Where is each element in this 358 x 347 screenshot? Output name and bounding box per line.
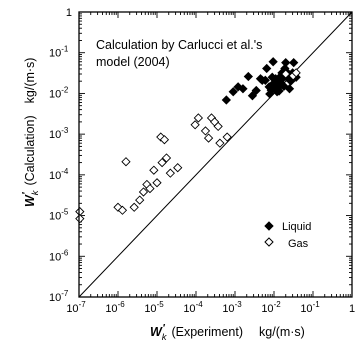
point-gas [157,157,167,168]
x-axis-text: (Experiment) [171,325,243,339]
point-gas [135,195,145,205]
point-liquid [260,75,270,85]
point-liquid [268,57,278,67]
y-tick-label: 10-1 [49,45,69,60]
y-tick-label: 10-2 [49,85,69,100]
x-tick-label: 10-5 [144,300,164,315]
data-points-layer [75,57,301,224]
y-tick-label: 10-7 [49,289,69,304]
plot-area-frame [78,11,353,298]
point-gas [165,168,175,178]
x-axis-label: W′ k (Experiment) kg/(m·s) [150,323,305,343]
point-gas [215,138,225,148]
point-gas [152,178,162,188]
svg-text:W′k(Experiment)kg/(m·s): W′ k (Experiment) kg/(m·s) [150,323,305,343]
point-gas [291,68,301,78]
legend-label-liquid: Liquid [282,221,311,233]
point-liquid [243,71,253,82]
point-liquid [262,63,272,74]
series-liquid [221,57,301,105]
point-liquid [289,58,299,68]
x-tick-label: 10-4 [183,300,203,315]
x-axis-symbol: W [150,325,163,339]
point-gas [75,214,85,224]
x-tick-label: 10-6 [105,300,125,315]
x-tick-label: 10-3 [222,300,242,315]
point-gas [138,187,149,197]
point-gas [161,153,172,163]
point-liquid [251,85,261,96]
x-axis-subscript: k [162,332,168,343]
point-gas [121,157,131,167]
y-axis-label: W′k(Calculation)kg/(m·s) [21,58,41,207]
point-gas [200,126,211,136]
y-axis-subscript: k [30,189,41,195]
point-gas [159,135,170,145]
point-liquid [274,86,284,96]
legend: Liquid Gas [264,221,311,250]
x-tick-label: 10-1 [300,300,320,315]
annotation-line-1: Calculation by Carlucci et al.'s [96,38,262,52]
x-tick-label: 10-2 [261,300,281,315]
x-axis-unit: kg/(m·s) [259,325,305,339]
point-liquid [284,84,295,94]
series-gas [75,68,301,224]
y-tick-label: 10-6 [49,248,69,263]
reference-line-y-equals-x [78,11,353,298]
y-tick-label: 10-4 [49,167,69,182]
point-gas [222,132,232,142]
annotation-line-2: model (2004) [96,55,170,69]
x-tick-label: 1 [349,303,355,315]
x-tick-label: 10-7 [66,300,86,315]
point-liquid [279,81,289,91]
point-gas [149,165,159,175]
point-gas [213,121,223,132]
y-axis-symbol: W [23,194,37,207]
point-gas [193,113,204,123]
y-tick-label: 10-5 [49,208,69,223]
point-gas [281,69,291,79]
point-gas [203,133,214,143]
point-gas [129,202,139,212]
point-gas [145,183,155,194]
point-liquid [238,84,248,94]
point-liquid [228,87,238,97]
y-axis-unit: kg/(m·s) [23,58,37,104]
point-gas [173,163,183,173]
legend-marker-liquid [264,221,274,231]
point-gas [117,205,128,215]
tick-labels-layer: 10-7 10-6 10-5 10-4 10-3 10-2 10-1 1 10-7 10-6 10-… [49,7,355,315]
point-gas [190,120,200,130]
y-tick-label: 1 [66,7,72,19]
legend-marker-gas [264,237,274,247]
legend-label-gas: Gas [288,238,309,250]
y-axis-text: (Calculation) [23,115,37,185]
point-liquid [221,95,231,105]
point-liquid [281,58,291,68]
svg-text:W′k(Calculation)kg/(m·s): W′k(Calculation)kg/(m·s) [21,58,41,207]
y-tick-label: 10-3 [49,126,69,141]
point-liquid [247,91,258,101]
point-gas [113,202,123,212]
